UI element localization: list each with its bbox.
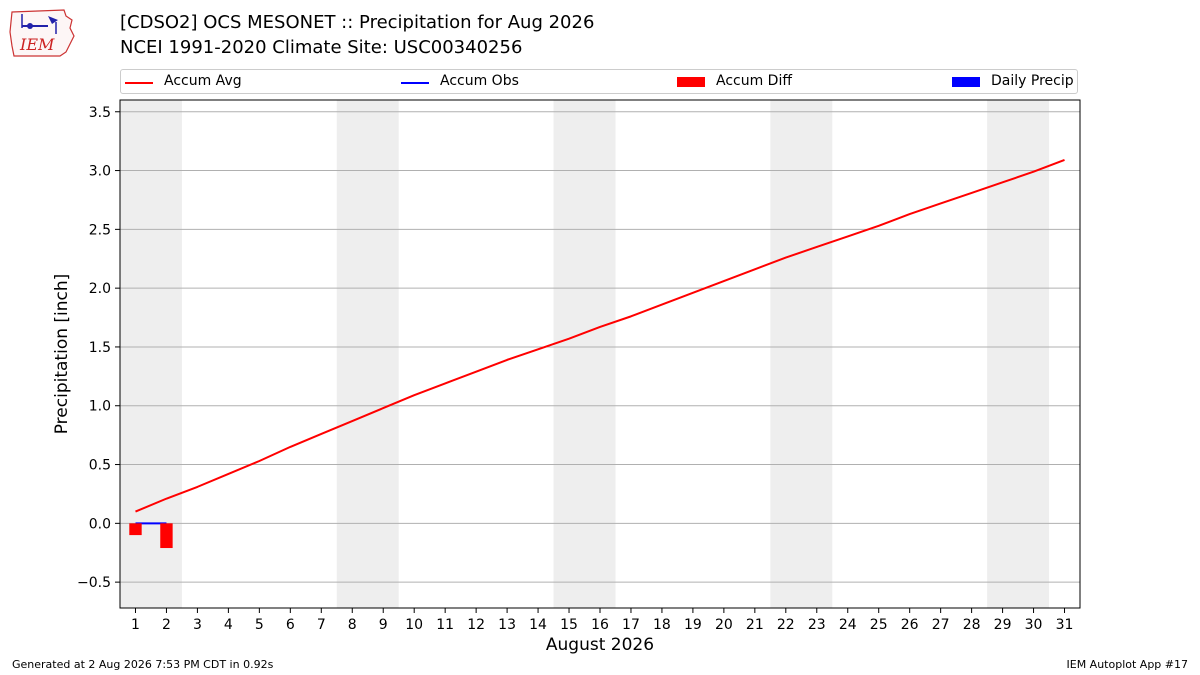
x-tick-label: 15 [560,617,578,633]
x-tick-label: 27 [932,617,950,633]
weekend-shade-0 [120,100,182,608]
x-tick-label: 12 [467,617,485,633]
x-tick-label: 13 [498,617,516,633]
x-tick-label: 31 [1056,617,1074,633]
x-tick-label: 18 [653,617,671,633]
logo-text: IEM [19,35,55,54]
x-tick-label: 16 [591,617,609,633]
weekend-shade-2 [553,100,616,608]
y-tick-label: 3.5 [89,105,111,121]
y-tick-label: 0.5 [89,458,111,474]
chart-subtitle: NCEI 1991-2020 Climate Site: USC00340256 [120,37,523,58]
chart-title: [CDSO2] OCS MESONET :: Precipitation for… [120,12,595,33]
legend: Accum Avg Accum Obs Accum Diff Daily Pre… [120,69,1078,94]
x-tick-label: 22 [777,617,795,633]
y-tick-label: 2.5 [89,222,111,238]
x-tick-label: 25 [870,617,888,633]
x-tick-label: 29 [994,617,1012,633]
legend-label-accum-avg: Accum Avg [164,73,242,89]
x-tick-label: 1 [131,617,140,633]
x-tick-label: 19 [684,617,702,633]
x-tick-label: 3 [193,617,202,633]
x-tick-label: 24 [839,617,857,633]
x-tick-label: 2 [162,617,171,633]
weekend-shade-4 [987,100,1050,608]
x-axis-label: August 2026 [546,635,654,655]
legend-label-daily-precip: Daily Precip [991,73,1074,89]
weekend-shade-3 [770,100,833,608]
x-tick-label: 4 [224,617,233,633]
bar-accum-diff [129,523,142,536]
footer-app-text: IEM Autoplot App #17 [1066,658,1189,671]
x-tick-label: 17 [622,617,640,633]
iem-logo: IEM [9,9,75,57]
y-tick-label: −0.5 [77,575,111,591]
x-tick-label: 7 [317,617,326,633]
x-tick-label: 8 [348,617,357,633]
y-tick-label: 3.0 [89,164,111,180]
x-tick-label: 10 [405,617,423,633]
y-tick-label: 2.0 [89,281,111,297]
x-tick-label: 14 [529,617,547,633]
x-tick-label: 23 [808,617,826,633]
x-tick-label: 6 [286,617,295,633]
legend-swatch-accum-obs [401,82,429,84]
footer-generated-text: Generated at 2 Aug 2026 7:53 PM CDT in 0… [12,658,274,671]
x-tick-label: 5 [255,617,264,633]
legend-label-accum-obs: Accum Obs [440,73,519,89]
plot-frame [119,99,1081,609]
y-axis-label: Precipitation [inch] [52,274,72,435]
y-tick-label: 0.0 [89,516,111,532]
y-tick-label: 1.0 [89,399,111,415]
legend-label-accum-diff: Accum Diff [716,73,793,89]
x-tick-label: 28 [963,617,981,633]
legend-swatch-accum-diff [677,77,705,87]
x-tick-label: 30 [1025,617,1043,633]
x-tick-label: 11 [436,617,454,633]
x-tick-label: 26 [901,617,919,633]
series-line-accum-avg [135,159,1065,513]
bar-accum-diff [160,523,173,549]
weekend-shade-1 [336,100,399,608]
y-tick-label: 1.5 [89,340,111,356]
x-tick-label: 21 [746,617,764,633]
x-tick-label: 9 [379,617,388,633]
x-tick-label: 20 [715,617,733,633]
legend-swatch-accum-avg [125,82,153,84]
legend-swatch-daily-precip [952,77,980,87]
